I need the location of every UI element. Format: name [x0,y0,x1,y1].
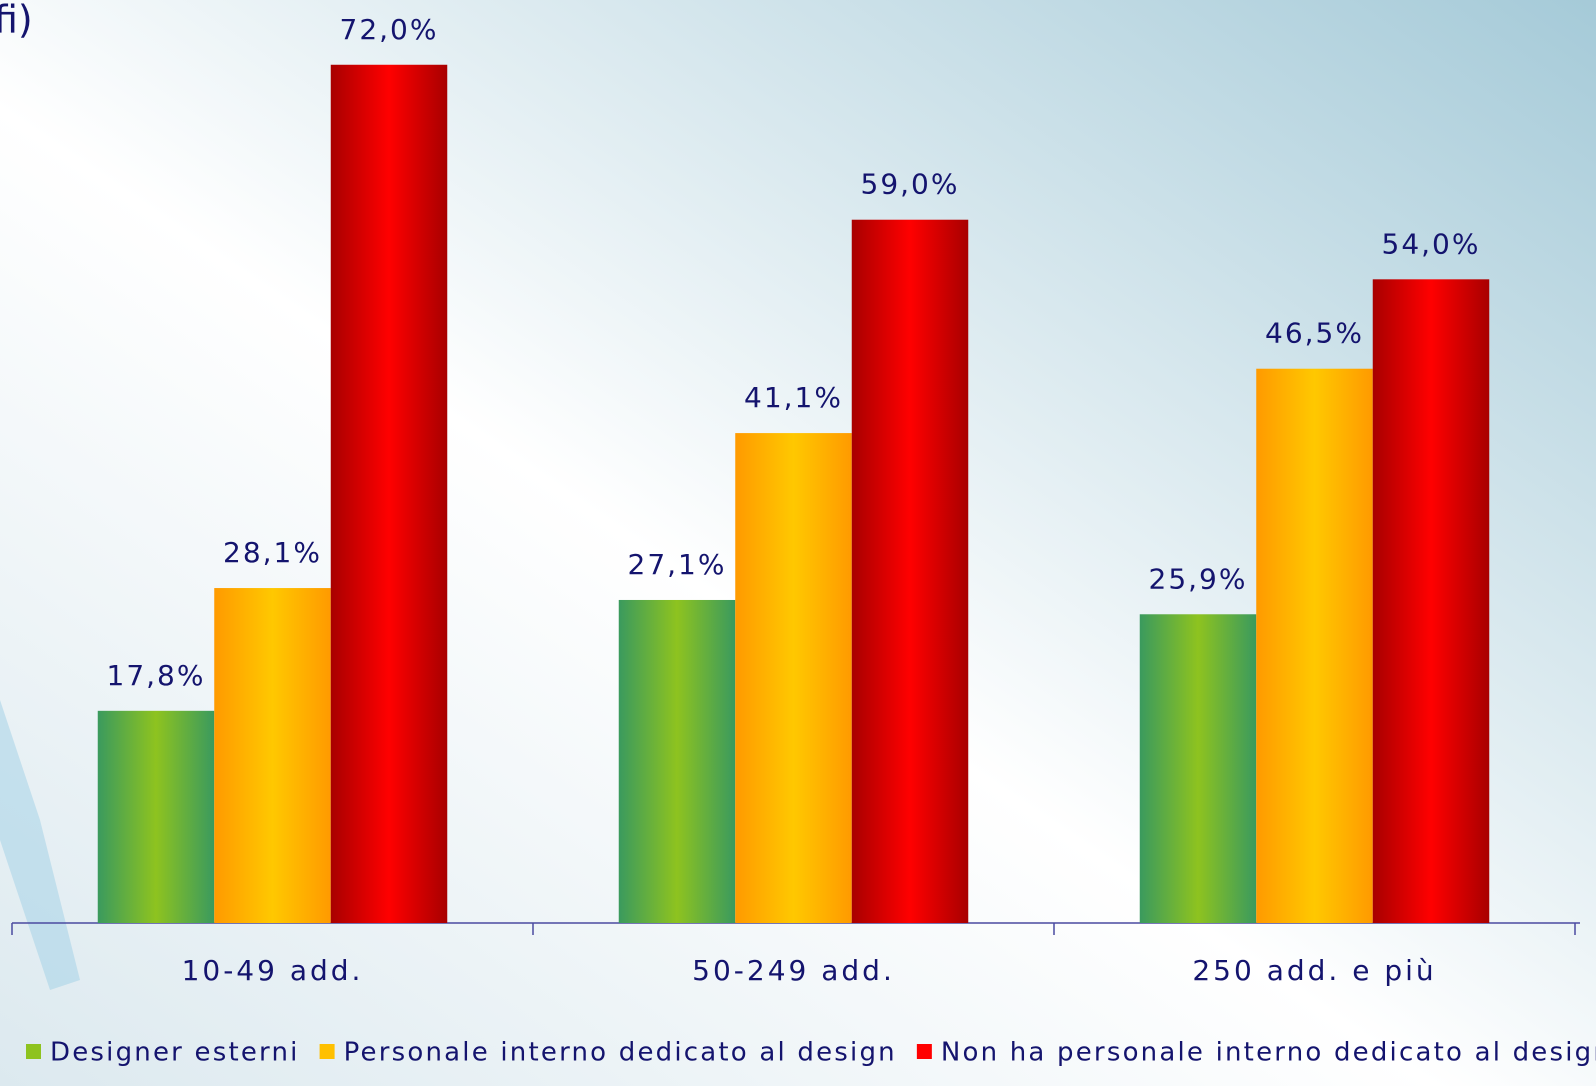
bar [214,588,331,923]
bar [1372,279,1490,923]
legend-label: Designer esterni [50,1038,300,1068]
legend-label: Personale interno dedicato al design [344,1038,897,1068]
bar [618,599,736,923]
x-tick-label: 50-249 add. [692,954,895,987]
value-label: 17,8% [107,659,206,692]
bar [330,64,448,923]
value-label: 46,5% [1265,317,1364,350]
decoration [0,700,80,990]
x-tick-label: 250 add. e più [1192,954,1436,987]
x-tick-label: 10-49 add. [182,954,364,987]
value-label: 25,9% [1149,562,1248,595]
value-label: 54,0% [1382,227,1481,260]
chart-title: fi) [0,0,33,42]
legend-swatch [319,1044,335,1059]
bar [1256,368,1373,924]
bar [1139,614,1257,923]
bar [97,710,215,923]
value-label: 28,1% [223,536,322,569]
legend-swatch [26,1044,41,1059]
value-label: 41,1% [744,381,843,414]
legend-label: Non ha personale interno dedicato al des… [941,1038,1596,1068]
value-label: 27,1% [628,548,727,581]
legend-swatch [916,1044,932,1059]
value-label: 72,0% [340,13,439,46]
bar [735,433,852,923]
value-label: 59,0% [861,168,960,201]
bar [851,219,969,924]
